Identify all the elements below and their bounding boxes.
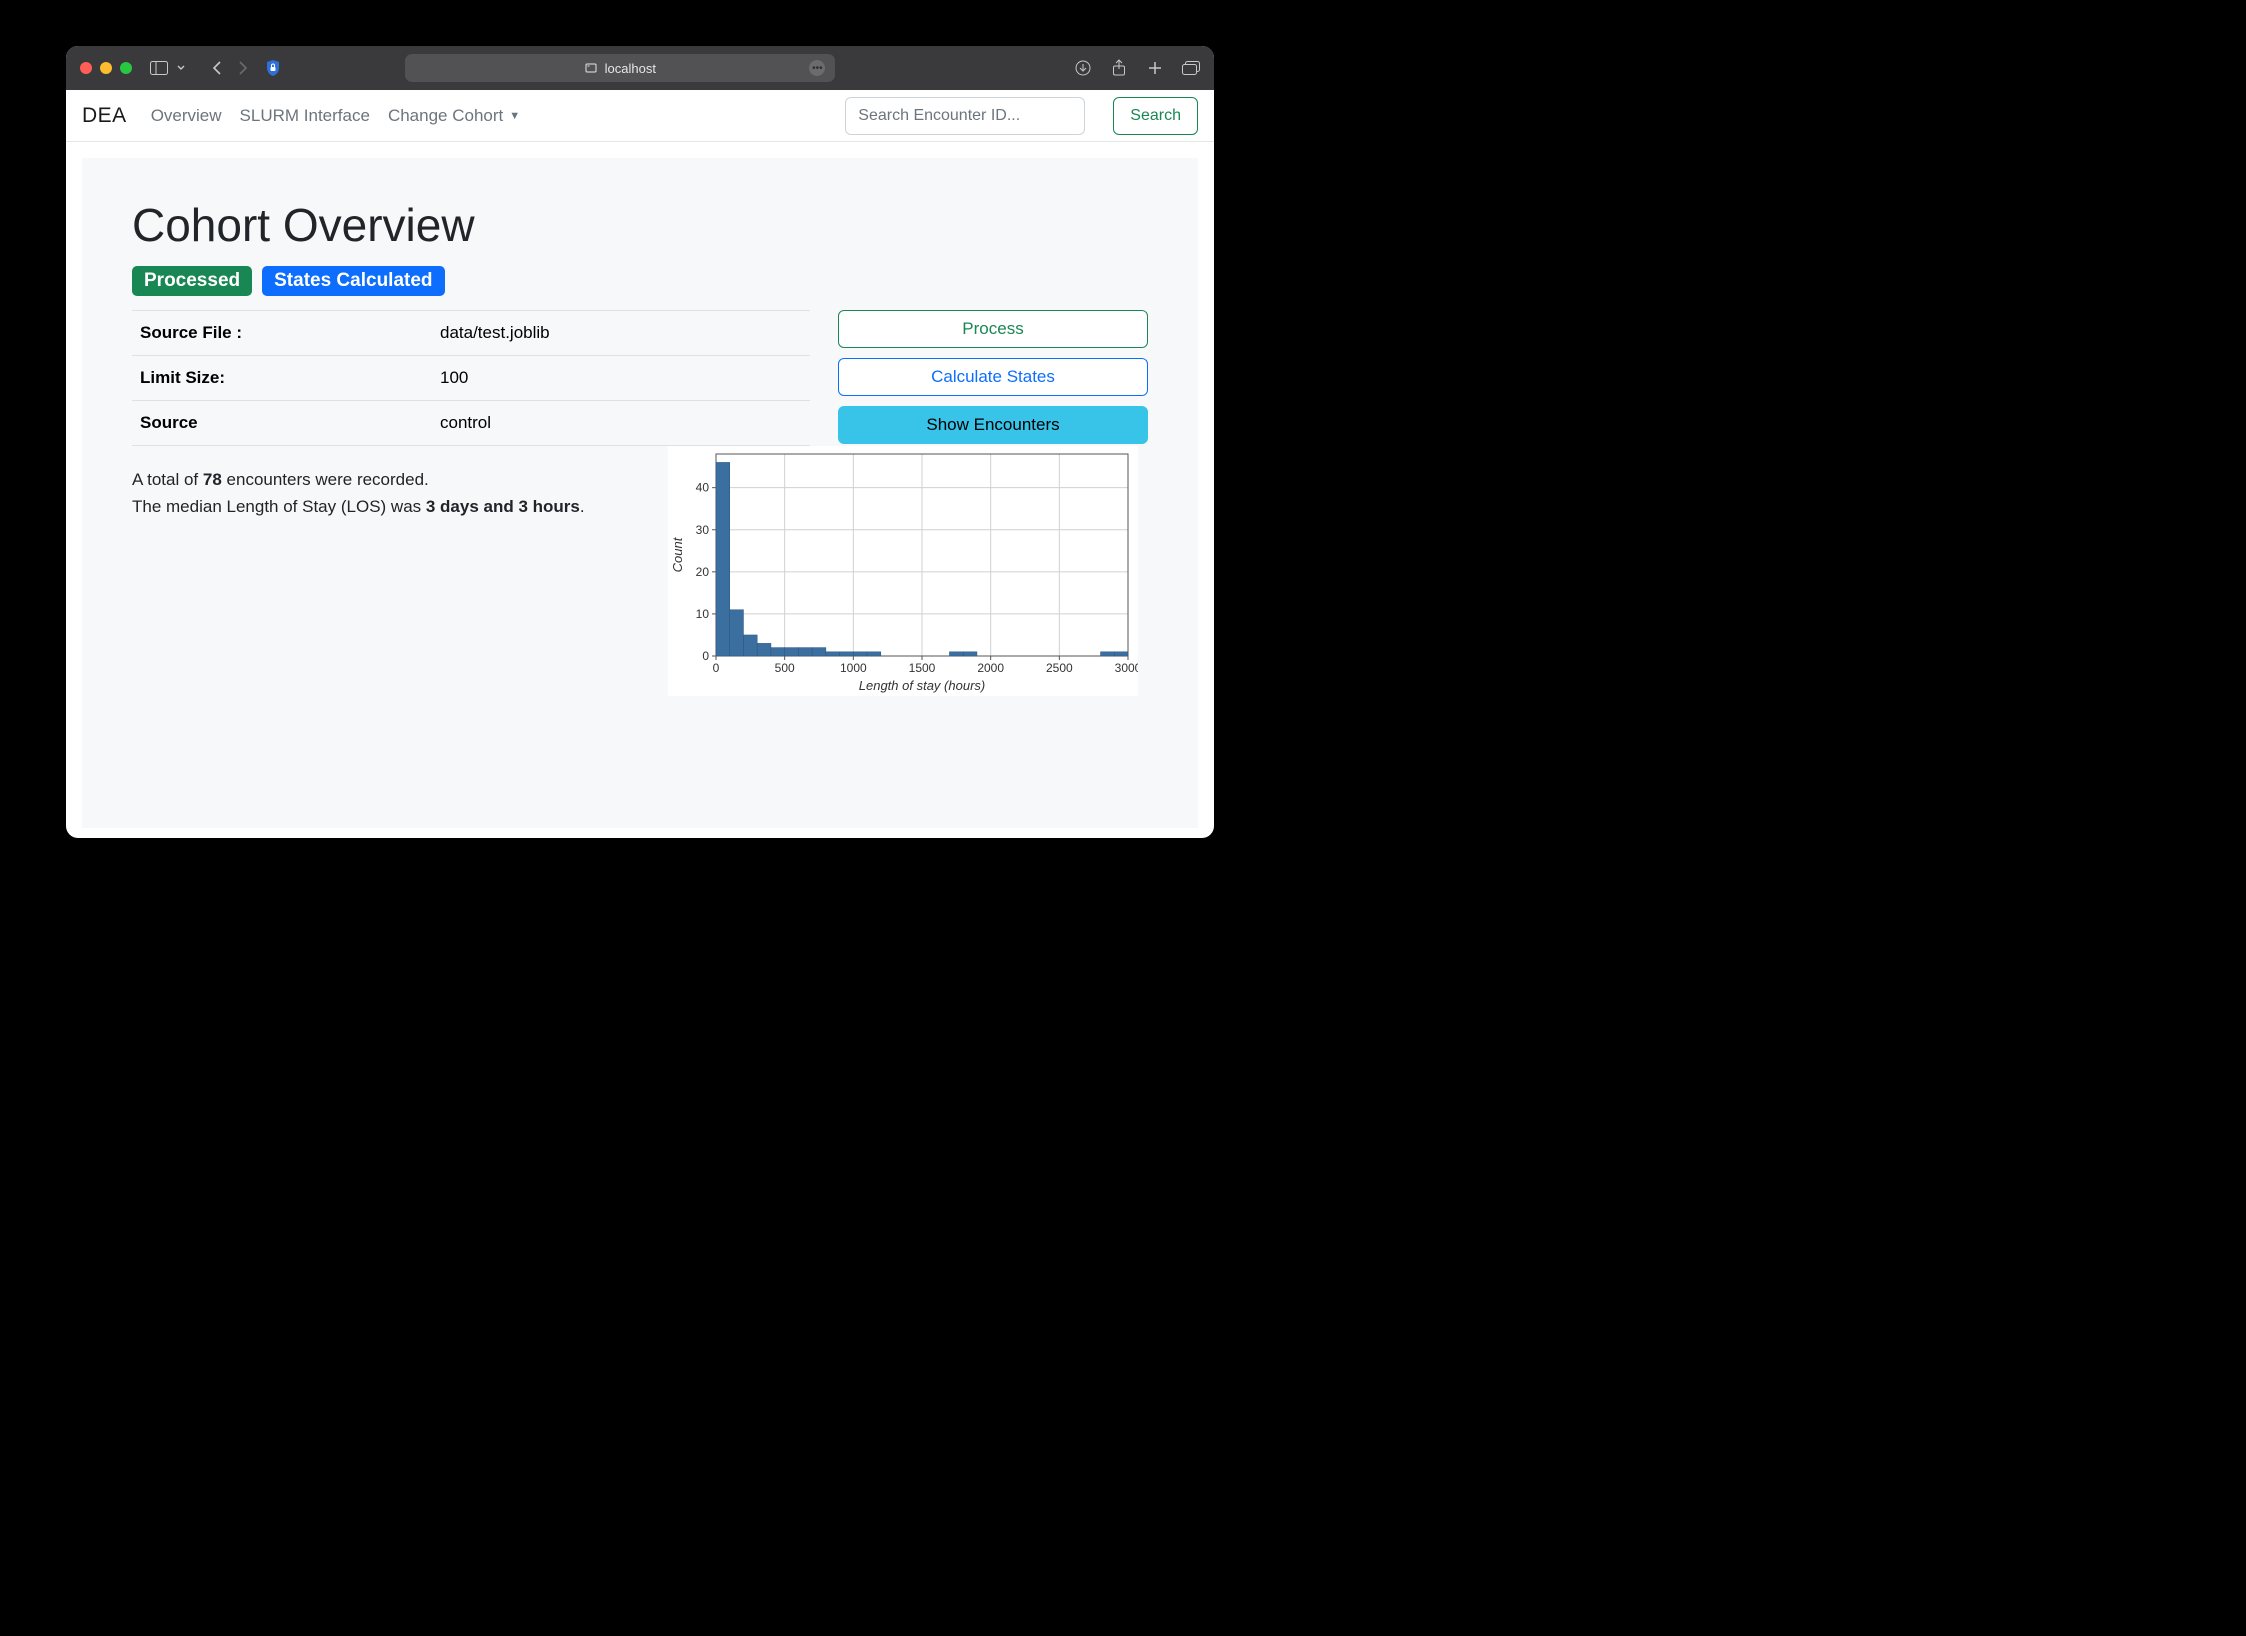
histogram-bar xyxy=(1101,652,1115,656)
histogram-bar xyxy=(949,652,963,656)
histogram-bar xyxy=(1114,652,1128,656)
forward-icon xyxy=(234,59,252,77)
svg-text:2500: 2500 xyxy=(1046,661,1073,675)
browser-titlebar: localhost ••• xyxy=(66,46,1214,90)
action-panel: Process Calculate States Show Encounters xyxy=(838,310,1148,444)
info-label: Limit Size: xyxy=(132,356,432,401)
x-axis-label: Length of stay (hours) xyxy=(859,678,985,693)
address-bar[interactable]: localhost ••• xyxy=(405,54,835,82)
histogram-bar xyxy=(840,652,854,656)
main-content: Cohort Overview Processed States Calcula… xyxy=(82,158,1198,828)
histogram-bar xyxy=(730,610,744,656)
fullscreen-window-icon[interactable] xyxy=(120,62,132,74)
share-icon[interactable] xyxy=(1110,59,1128,77)
address-text: localhost xyxy=(605,61,656,76)
histogram-bar xyxy=(812,648,826,656)
summary-frag: . xyxy=(580,497,585,516)
info-table: Source File : data/test.joblib Limit Siz… xyxy=(132,310,810,446)
calculate-states-button[interactable]: Calculate States xyxy=(838,358,1148,396)
badge-processed: Processed xyxy=(132,266,252,296)
histogram-bar xyxy=(853,652,867,656)
histogram-bar xyxy=(798,648,812,656)
page-title: Cohort Overview xyxy=(132,198,1148,252)
histogram-bar xyxy=(757,643,771,656)
new-tab-icon[interactable] xyxy=(1146,59,1164,77)
caret-down-icon: ▼ xyxy=(509,110,520,122)
minimize-window-icon[interactable] xyxy=(100,62,112,74)
svg-text:0: 0 xyxy=(713,661,720,675)
info-value: 100 xyxy=(432,356,810,401)
info-label: Source File : xyxy=(132,311,432,356)
table-row: Source control xyxy=(132,401,810,446)
nav-overview[interactable]: Overview xyxy=(151,106,222,126)
brand[interactable]: DEA xyxy=(82,104,127,128)
summary-text: A total of 78 encounters were recorded. … xyxy=(132,466,648,520)
process-button[interactable]: Process xyxy=(838,310,1148,348)
table-row: Limit Size: 100 xyxy=(132,356,810,401)
summary-frag: A total of xyxy=(132,470,203,489)
svg-text:10: 10 xyxy=(696,607,710,621)
histogram-bar xyxy=(826,652,840,656)
badge-states: States Calculated xyxy=(262,266,444,296)
svg-text:1000: 1000 xyxy=(840,661,867,675)
status-badges: Processed States Calculated xyxy=(132,266,1148,296)
svg-text:20: 20 xyxy=(696,565,710,579)
browser-window: localhost ••• DEA Overview SLURM Interfa… xyxy=(66,46,1214,838)
page-menu-icon[interactable]: ••• xyxy=(809,60,825,76)
info-label: Source xyxy=(132,401,432,446)
histogram-bar xyxy=(771,648,785,656)
downloads-icon[interactable] xyxy=(1074,59,1092,77)
svg-text:30: 30 xyxy=(696,523,710,537)
table-row: Source File : data/test.joblib xyxy=(132,311,810,356)
histogram-bar xyxy=(785,648,799,656)
shield-icon[interactable] xyxy=(264,59,282,77)
window-controls xyxy=(80,62,132,74)
summary-frag: encounters were recorded. xyxy=(222,470,429,489)
svg-text:2000: 2000 xyxy=(977,661,1004,675)
svg-text:3000: 3000 xyxy=(1115,661,1138,675)
chevron-down-icon[interactable] xyxy=(176,59,186,77)
site-icon xyxy=(585,62,597,74)
nav-change-cohort-label: Change Cohort xyxy=(388,106,503,126)
svg-text:40: 40 xyxy=(696,481,710,495)
histogram-bar xyxy=(743,635,757,656)
show-encounters-button[interactable]: Show Encounters xyxy=(838,406,1148,444)
close-window-icon[interactable] xyxy=(80,62,92,74)
histogram-bar xyxy=(867,652,881,656)
search-button[interactable]: Search xyxy=(1113,97,1198,135)
summary-encounters: 78 xyxy=(203,470,222,489)
svg-text:500: 500 xyxy=(775,661,795,675)
summary-frag: The median Length of Stay (LOS) was xyxy=(132,497,426,516)
nav-slurm[interactable]: SLURM Interface xyxy=(240,106,370,126)
search-input[interactable] xyxy=(845,97,1085,135)
info-value: control xyxy=(432,401,810,446)
y-axis-label: Count xyxy=(670,536,685,572)
tabs-overview-icon[interactable] xyxy=(1182,59,1200,77)
svg-text:1500: 1500 xyxy=(909,661,936,675)
app-navbar: DEA Overview SLURM Interface Change Coho… xyxy=(66,90,1214,142)
nav-change-cohort[interactable]: Change Cohort ▼ xyxy=(388,106,520,126)
back-icon[interactable] xyxy=(208,59,226,77)
svg-text:0: 0 xyxy=(702,649,709,663)
info-value: data/test.joblib xyxy=(432,311,810,356)
summary-los: 3 days and 3 hours xyxy=(426,497,580,516)
sidebar-toggle-icon[interactable] xyxy=(150,59,168,77)
histogram-bar xyxy=(963,652,977,656)
los-histogram: 0 10 20 30 40 0 500 1000 1500 2000 2500 3000 Length … xyxy=(668,446,1148,701)
histogram-bar xyxy=(716,462,730,656)
